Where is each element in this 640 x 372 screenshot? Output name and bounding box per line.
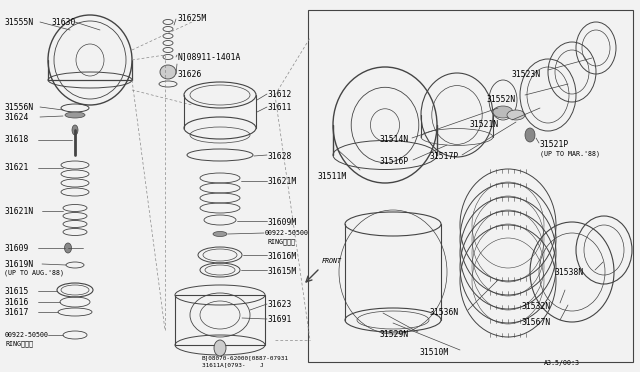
Text: N]08911-1401A: N]08911-1401A [178,52,241,61]
Text: 31514N: 31514N [380,135,409,144]
Text: 31567N: 31567N [522,318,551,327]
Text: 31621: 31621 [5,163,29,172]
Text: 31536N: 31536N [430,308,460,317]
Text: (UP TO AUG.'88): (UP TO AUG.'88) [4,269,64,276]
Text: 31626: 31626 [178,70,202,79]
Text: RINGリング: RINGリング [5,340,33,347]
Text: 31555N: 31555N [5,18,35,27]
Ellipse shape [507,110,525,120]
Text: RINGリング: RINGリング [268,238,296,245]
Ellipse shape [72,125,78,135]
Text: 31624: 31624 [5,113,29,122]
Text: B]08070-62000[0887-07931: B]08070-62000[0887-07931 [202,355,289,360]
Text: 31621N: 31621N [5,207,35,216]
Ellipse shape [160,65,176,79]
Ellipse shape [213,231,227,237]
Text: 31521P: 31521P [540,140,569,149]
Bar [308,10,633,362]
Text: 31552N: 31552N [487,95,516,104]
Text: 31611A[0793-    J: 31611A[0793- J [202,362,264,367]
Text: 31625M: 31625M [178,14,207,23]
Text: 31511M: 31511M [318,172,348,181]
Ellipse shape [214,340,226,356]
Text: 31623: 31623 [268,300,292,309]
Ellipse shape [65,112,85,118]
Text: 31612: 31612 [268,90,292,99]
Text: 31619N: 31619N [5,260,35,269]
Text: 31615M: 31615M [268,267,297,276]
Text: 31510M: 31510M [420,348,449,357]
Ellipse shape [525,128,535,142]
Text: 31611: 31611 [268,103,292,112]
Ellipse shape [493,106,513,118]
Ellipse shape [65,243,72,253]
Text: 31529N: 31529N [380,330,409,339]
Text: 31630: 31630 [52,18,76,27]
Text: 31556N: 31556N [5,103,35,112]
Text: 31516P: 31516P [380,157,409,166]
Text: 31609: 31609 [5,244,29,253]
Text: 31517P: 31517P [430,152,460,161]
Text: 31532N: 31532N [522,302,551,311]
Text: 31521N: 31521N [470,120,499,129]
Text: 31616: 31616 [5,298,29,307]
Text: 31538N: 31538N [555,268,584,277]
Text: 31621M: 31621M [268,177,297,186]
Text: 00922-50500: 00922-50500 [5,332,49,338]
Text: (UP TO MAR.'88): (UP TO MAR.'88) [540,150,600,157]
Text: 31691: 31691 [268,315,292,324]
Text: 31615: 31615 [5,287,29,296]
Text: FRONT: FRONT [322,258,342,264]
Text: 31617: 31617 [5,308,29,317]
Text: 31609M: 31609M [268,218,297,227]
Text: 31618: 31618 [5,135,29,144]
Text: A3.5/00:3: A3.5/00:3 [544,360,580,366]
Text: 31616M: 31616M [268,252,297,261]
Bar [175,295,265,345]
Text: 00922-50500: 00922-50500 [265,230,309,236]
Text: 31523N: 31523N [512,70,541,79]
Text: 31628: 31628 [268,152,292,161]
